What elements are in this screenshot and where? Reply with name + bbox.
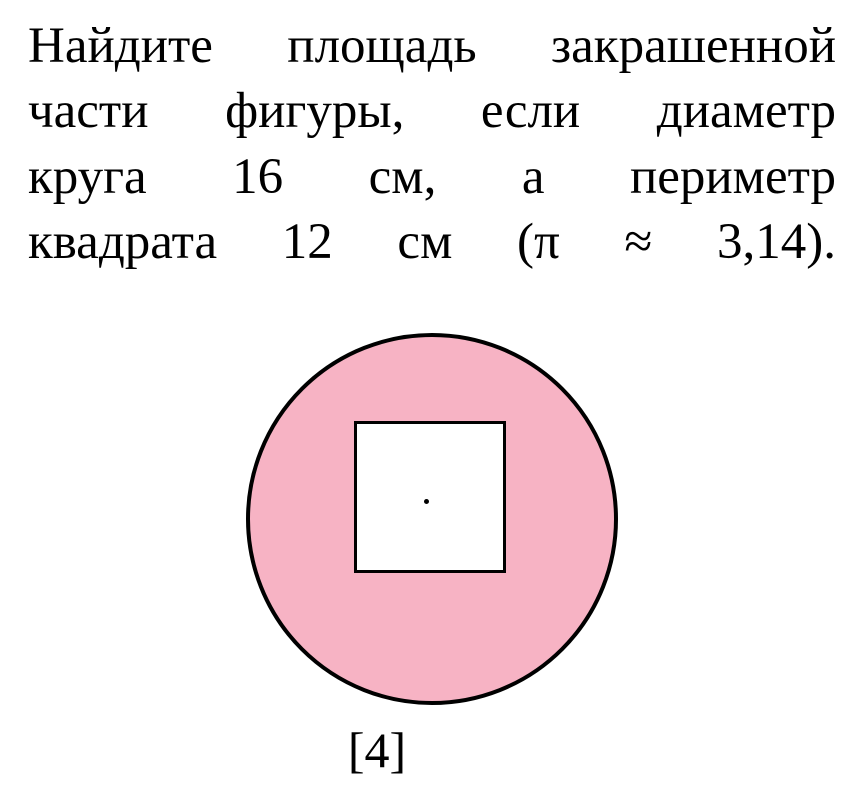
square-shape [354, 421, 506, 573]
points-label: [4] [348, 721, 406, 779]
problem-line-1: Найдите площадь закрашенной [28, 14, 836, 79]
diagram-container: [4] [28, 333, 836, 779]
problem-line-3: круга 16 см, а периметр [28, 145, 836, 210]
page: Найдите площадь закрашенной части фигуры… [0, 0, 864, 779]
problem-text: Найдите площадь закрашенной части фигуры… [28, 14, 836, 275]
problem-line-2: части фигуры, если диаметр [28, 79, 836, 144]
diagram [246, 333, 618, 705]
problem-line-4: квадрата 12 см (π ≈ 3,14). [28, 210, 836, 275]
